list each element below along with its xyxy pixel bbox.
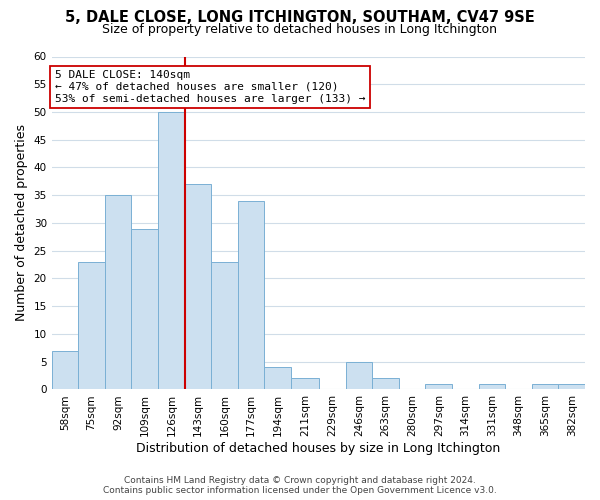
- Bar: [291, 378, 319, 390]
- Y-axis label: Number of detached properties: Number of detached properties: [15, 124, 28, 322]
- Bar: [265, 368, 291, 390]
- Bar: [532, 384, 559, 390]
- Bar: [425, 384, 452, 390]
- Bar: [238, 201, 265, 390]
- Text: 5, DALE CLOSE, LONG ITCHINGTON, SOUTHAM, CV47 9SE: 5, DALE CLOSE, LONG ITCHINGTON, SOUTHAM,…: [65, 10, 535, 25]
- Text: Size of property relative to detached houses in Long Itchington: Size of property relative to detached ho…: [103, 22, 497, 36]
- Bar: [185, 184, 211, 390]
- X-axis label: Distribution of detached houses by size in Long Itchington: Distribution of detached houses by size …: [136, 442, 500, 455]
- Bar: [131, 228, 158, 390]
- Bar: [78, 262, 105, 390]
- Bar: [105, 195, 131, 390]
- Bar: [559, 384, 585, 390]
- Text: 5 DALE CLOSE: 140sqm
← 47% of detached houses are smaller (120)
53% of semi-deta: 5 DALE CLOSE: 140sqm ← 47% of detached h…: [55, 70, 365, 104]
- Bar: [479, 384, 505, 390]
- Bar: [52, 350, 78, 390]
- Bar: [158, 112, 185, 390]
- Bar: [211, 262, 238, 390]
- Text: Contains HM Land Registry data © Crown copyright and database right 2024.
Contai: Contains HM Land Registry data © Crown c…: [103, 476, 497, 495]
- Bar: [372, 378, 399, 390]
- Bar: [346, 362, 372, 390]
